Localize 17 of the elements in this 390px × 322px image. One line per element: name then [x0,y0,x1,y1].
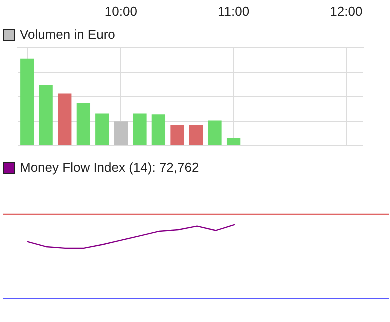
bar [58,94,72,146]
bar [96,114,110,146]
bar [152,114,166,146]
x-tick-label: 11:00 [218,4,250,19]
x-tick-label: 12:00 [330,4,363,19]
bar [114,122,128,146]
bar [133,114,147,146]
x-tick-label: 10:00 [104,4,138,19]
bar [76,103,91,146]
bar [20,58,34,146]
bar [208,120,222,146]
bar [226,138,241,146]
legend-label: Money Flow Index (14): 72,762 [20,160,200,175]
bar [189,125,204,146]
legend-label: Volumen in Euro [20,27,116,42]
bar [170,125,184,146]
bar [39,85,53,146]
